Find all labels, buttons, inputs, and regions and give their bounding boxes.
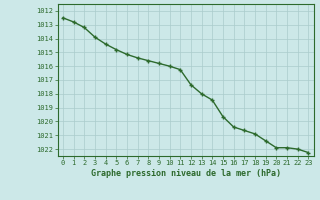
X-axis label: Graphe pression niveau de la mer (hPa): Graphe pression niveau de la mer (hPa) bbox=[91, 169, 281, 178]
